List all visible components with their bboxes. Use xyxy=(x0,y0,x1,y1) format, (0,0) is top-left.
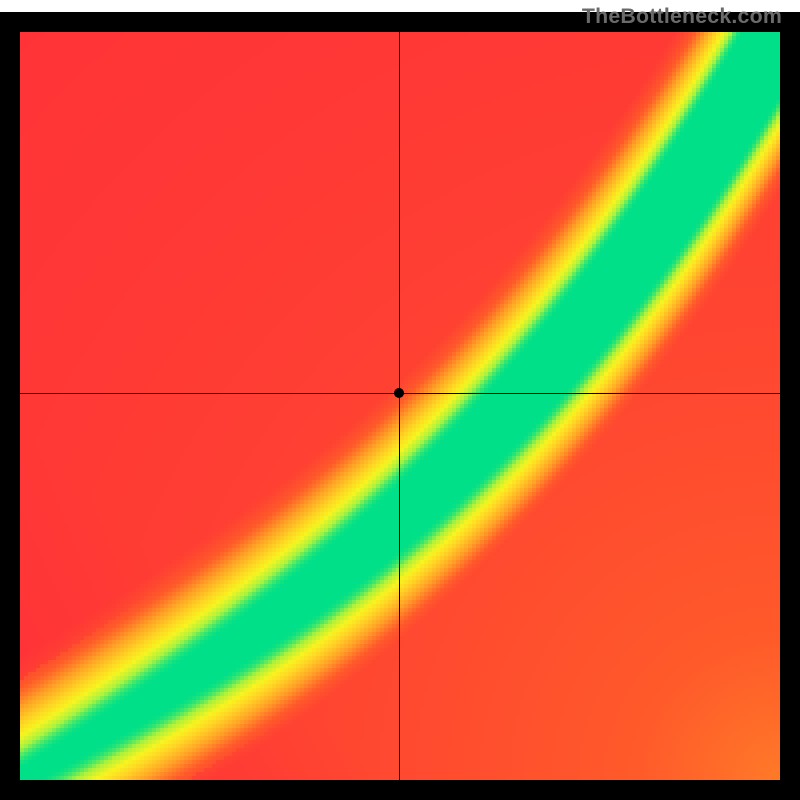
bottleneck-heatmap xyxy=(0,0,800,800)
watermark-text: TheBottleneck.com xyxy=(582,4,782,29)
